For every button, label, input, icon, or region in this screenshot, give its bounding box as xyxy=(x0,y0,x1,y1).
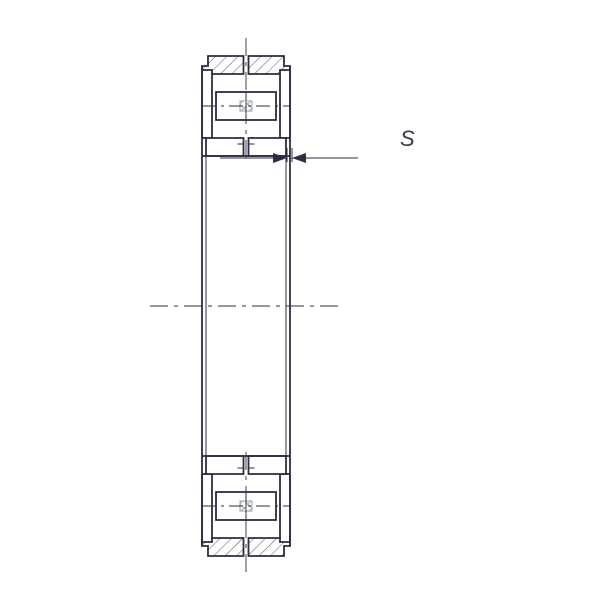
bearing-diagram-svg-host: S xyxy=(0,0,600,600)
bottom-half xyxy=(202,456,290,556)
dimension-s-label: S xyxy=(400,126,415,151)
bearing-cross-section: S xyxy=(0,0,600,600)
